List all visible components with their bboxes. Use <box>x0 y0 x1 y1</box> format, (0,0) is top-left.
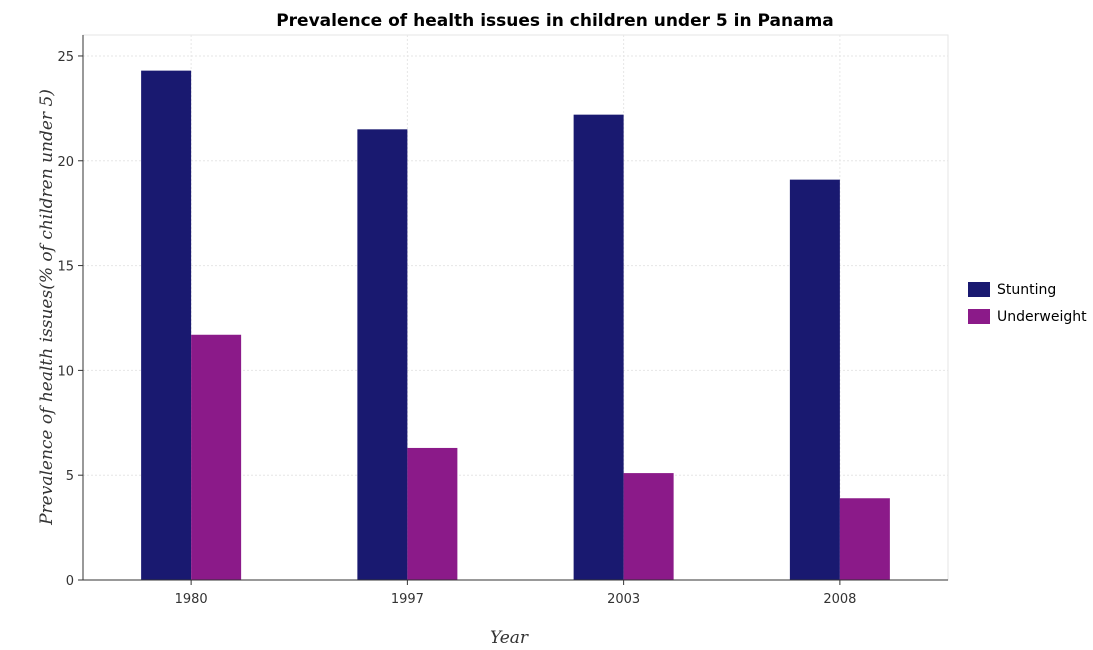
y-tick-label: 15 <box>57 260 74 275</box>
bar-underweight-2008 <box>839 498 890 580</box>
legend-swatch-stunting <box>968 282 990 297</box>
y-axis-label: Prevalence of health issues(% of childre… <box>37 89 57 526</box>
y-tick-label: 25 <box>57 50 74 65</box>
y-tick-label: 10 <box>57 364 74 379</box>
bar-underweight-1980 <box>191 334 242 580</box>
bar-underweight-1997 <box>407 447 458 580</box>
y-tick-label: 20 <box>57 155 74 170</box>
x-tick-label: 2003 <box>607 592 640 607</box>
bars <box>141 70 890 581</box>
bar-stunting-2003 <box>573 114 624 581</box>
y-tick-label: 0 <box>66 574 74 589</box>
legend-label-stunting: Stunting <box>997 282 1056 298</box>
x-tick-label: 2008 <box>823 592 856 607</box>
bar-stunting-1997 <box>357 129 408 581</box>
legend-swatch-underweight <box>968 309 990 324</box>
bar-stunting-2008 <box>789 179 840 580</box>
x-tick-label: 1997 <box>391 592 424 607</box>
y-tick-label: 5 <box>66 469 74 484</box>
x-tick-label: 1980 <box>175 592 208 607</box>
bar-underweight-2003 <box>623 473 674 580</box>
legend: Stunting Underweight <box>968 282 1087 325</box>
ticks: 0 5 10 15 20 25 1980 1997 2003 2008 <box>57 50 856 607</box>
chart-title: Prevalence of health issues in children … <box>276 11 834 31</box>
bar-stunting-1980 <box>141 70 192 580</box>
legend-label-underweight: Underweight <box>997 309 1087 325</box>
axes <box>82 35 948 581</box>
x-axis-label: Year <box>490 628 529 648</box>
